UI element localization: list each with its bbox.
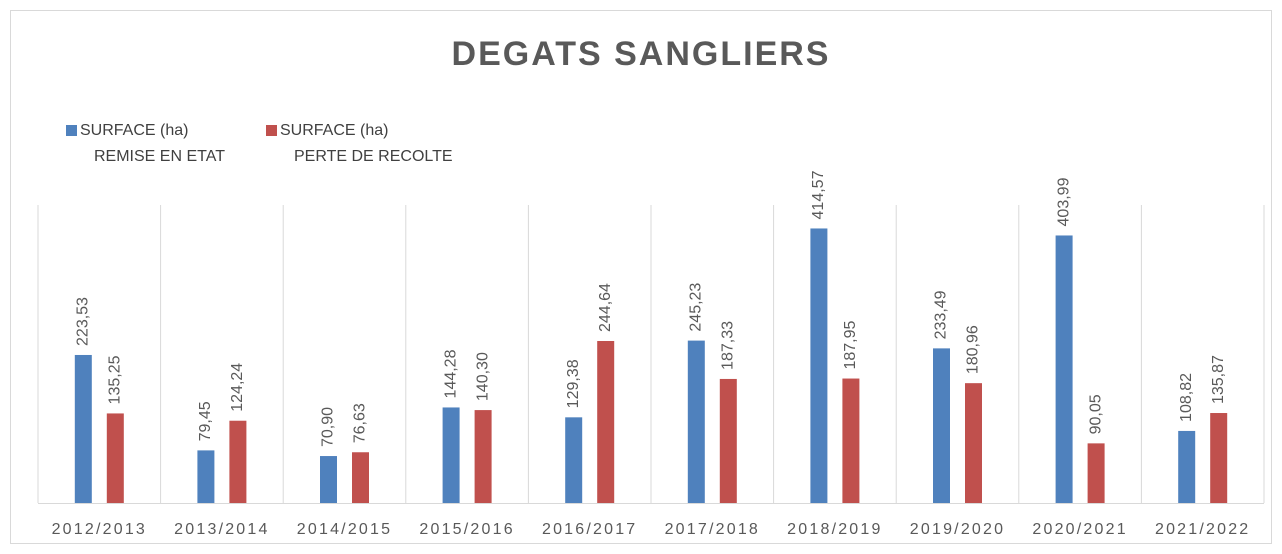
bar bbox=[197, 450, 215, 503]
bar bbox=[933, 348, 950, 503]
value-label: 244,64 bbox=[597, 283, 614, 332]
value-label: 70,90 bbox=[320, 407, 337, 447]
value-label: 140,30 bbox=[474, 352, 491, 401]
bar bbox=[320, 456, 337, 503]
bar bbox=[352, 452, 369, 503]
value-label: 79,45 bbox=[197, 401, 214, 441]
x-tick-label: 2021/2022 bbox=[1155, 521, 1250, 538]
value-label: 233,49 bbox=[933, 290, 950, 339]
bar bbox=[810, 228, 828, 504]
x-tick-label: 2020/2021 bbox=[1032, 521, 1127, 538]
value-label: 187,33 bbox=[720, 321, 737, 370]
value-label: 90,05 bbox=[1087, 394, 1104, 434]
value-label: 76,63 bbox=[352, 403, 369, 443]
bar bbox=[442, 407, 460, 503]
x-tick-label: 2019/2020 bbox=[910, 521, 1005, 538]
x-tick-label: 2013/2014 bbox=[174, 521, 269, 538]
bar bbox=[842, 378, 860, 503]
bar bbox=[719, 378, 737, 503]
bar bbox=[106, 413, 124, 503]
x-tick-label: 2014/2015 bbox=[297, 521, 392, 538]
value-label: 129,38 bbox=[565, 359, 582, 408]
value-label: 144,28 bbox=[442, 349, 459, 398]
x-tick-label: 2012/2013 bbox=[52, 521, 147, 538]
chart-title: DEGATS SANGLIERS bbox=[452, 35, 831, 73]
x-tick-label: 2017/2018 bbox=[665, 521, 760, 538]
legend-item: SURFACE (ha) PERTE DE RECOLTE bbox=[266, 118, 453, 170]
value-label: 135,25 bbox=[107, 355, 124, 404]
x-tick-label: 2016/2017 bbox=[542, 521, 637, 538]
value-label: 245,23 bbox=[688, 283, 705, 332]
bar bbox=[1178, 430, 1196, 503]
value-label: 414,57 bbox=[810, 170, 827, 219]
bar bbox=[474, 410, 492, 503]
value-label: 108,82 bbox=[1178, 373, 1195, 422]
bar bbox=[1055, 235, 1073, 503]
legend-label: SURFACE (ha) PERTE DE RECOLTE bbox=[280, 122, 453, 165]
legend-swatch bbox=[266, 125, 277, 136]
bar bbox=[597, 340, 615, 503]
bar bbox=[74, 354, 92, 503]
x-tick-label: 2015/2016 bbox=[419, 521, 514, 538]
bar bbox=[229, 420, 247, 503]
bar bbox=[965, 383, 982, 503]
bar bbox=[687, 340, 705, 503]
value-label: 403,99 bbox=[1055, 177, 1072, 226]
bar bbox=[1087, 443, 1105, 503]
value-label: 223,53 bbox=[75, 297, 92, 346]
legend-item: SURFACE (ha) REMISE EN ETAT bbox=[66, 118, 225, 170]
value-label: 135,87 bbox=[1210, 355, 1227, 404]
bar bbox=[1210, 413, 1228, 503]
x-tick-label: 2018/2019 bbox=[787, 521, 882, 538]
value-label: 180,96 bbox=[965, 325, 982, 374]
bar bbox=[565, 417, 583, 503]
value-label: 124,24 bbox=[229, 363, 246, 412]
legend-swatch bbox=[66, 125, 77, 136]
legend-label: SURFACE (ha) REMISE EN ETAT bbox=[80, 122, 225, 165]
value-label: 187,95 bbox=[842, 320, 859, 369]
